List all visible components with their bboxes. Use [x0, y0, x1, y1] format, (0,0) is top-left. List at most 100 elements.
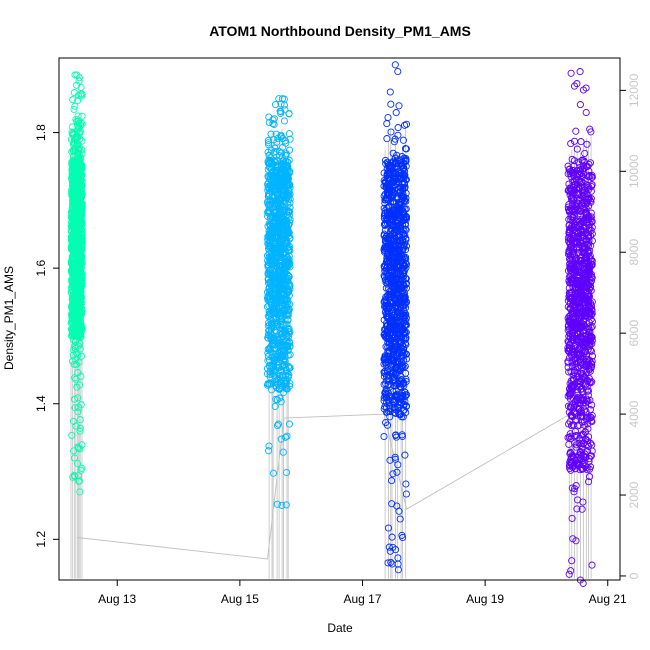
data-point: [385, 285, 393, 293]
data-point: [566, 244, 574, 252]
data-point: [383, 421, 392, 429]
data-point: [265, 362, 274, 370]
data-point: [383, 233, 391, 241]
data-point: [382, 380, 390, 388]
data-point: [265, 250, 273, 258]
data-point: [68, 218, 76, 226]
data-point: [577, 201, 585, 209]
data-point: [76, 424, 84, 432]
data-point: [400, 281, 408, 289]
data-point: [574, 265, 583, 273]
data-point: [270, 136, 278, 144]
data-point: [388, 369, 396, 377]
data-point: [74, 313, 83, 321]
y2-tick-label: 6000: [627, 320, 641, 347]
data-point: [78, 137, 86, 145]
data-point: [402, 403, 410, 411]
data-point: [391, 311, 399, 319]
data-point: [402, 145, 410, 153]
data-point: [583, 140, 591, 148]
data-point: [401, 334, 409, 342]
data-point: [388, 183, 396, 191]
data-point: [264, 148, 272, 156]
data-point: [390, 408, 398, 416]
data-point: [396, 377, 404, 385]
data-point: [587, 347, 595, 355]
data-point: [67, 259, 75, 267]
data-point: [394, 220, 402, 228]
data-point: [586, 473, 594, 481]
data-point: [397, 338, 405, 346]
data-point: [588, 305, 596, 314]
data-point: [281, 296, 289, 304]
data-point: [72, 146, 80, 154]
data-point: [263, 381, 272, 389]
data-point: [565, 462, 574, 470]
data-point: [277, 296, 285, 304]
data-point: [402, 490, 410, 498]
data-point: [386, 215, 394, 223]
data-point: [283, 288, 291, 296]
data-point: [394, 359, 402, 367]
data-point: [68, 246, 76, 254]
data-point: [279, 229, 287, 238]
data-point: [392, 206, 400, 214]
data-point: [387, 291, 395, 299]
data-point: [585, 233, 593, 242]
data-point: [78, 324, 86, 332]
data-point: [381, 234, 389, 242]
data-point: [588, 401, 596, 409]
data-point: [587, 255, 595, 263]
data-point: [268, 386, 276, 394]
data-point: [71, 166, 79, 174]
data-point: [566, 295, 574, 303]
data-point: [386, 352, 394, 360]
data-point: [564, 322, 572, 331]
data-point: [398, 236, 406, 244]
data-point: [587, 213, 595, 221]
data-point: [394, 349, 402, 358]
data-point: [382, 385, 390, 393]
data-point: [585, 224, 593, 232]
data-point: [71, 374, 79, 382]
data-point: [588, 230, 596, 238]
data-point: [272, 180, 280, 188]
data-point: [276, 281, 284, 289]
data-point: [276, 256, 284, 264]
data-point: [575, 296, 583, 305]
data-point: [75, 128, 83, 136]
data-point: [382, 194, 390, 202]
data-point: [387, 234, 395, 243]
data-point: [266, 269, 274, 278]
data-point: [584, 425, 592, 433]
data-point: [573, 80, 581, 88]
data-point: [268, 228, 276, 237]
data-point: [266, 163, 274, 172]
data-point: [383, 280, 391, 288]
data-point: [401, 220, 409, 228]
data-point: [576, 350, 584, 358]
data-point: [70, 105, 78, 113]
data-point: [383, 135, 391, 143]
data-point: [583, 387, 591, 395]
data-point: [565, 570, 573, 578]
data-point: [579, 498, 587, 506]
data-point: [392, 382, 400, 390]
data-point: [586, 413, 594, 421]
data-point: [570, 233, 578, 241]
data-point: [264, 352, 272, 360]
data-point: [273, 422, 282, 430]
data-point: [68, 234, 76, 242]
data-point: [275, 197, 283, 205]
data-point: [382, 310, 391, 318]
data-point: [588, 322, 596, 331]
data-point: [573, 459, 581, 467]
data-point: [271, 101, 280, 109]
data-point: [76, 250, 84, 259]
y-tick-label: 1.6: [34, 260, 48, 277]
data-point: [399, 193, 407, 201]
data-point: [587, 282, 595, 290]
data-point: [586, 264, 594, 272]
data-point: [70, 315, 78, 323]
data-point: [577, 296, 586, 304]
